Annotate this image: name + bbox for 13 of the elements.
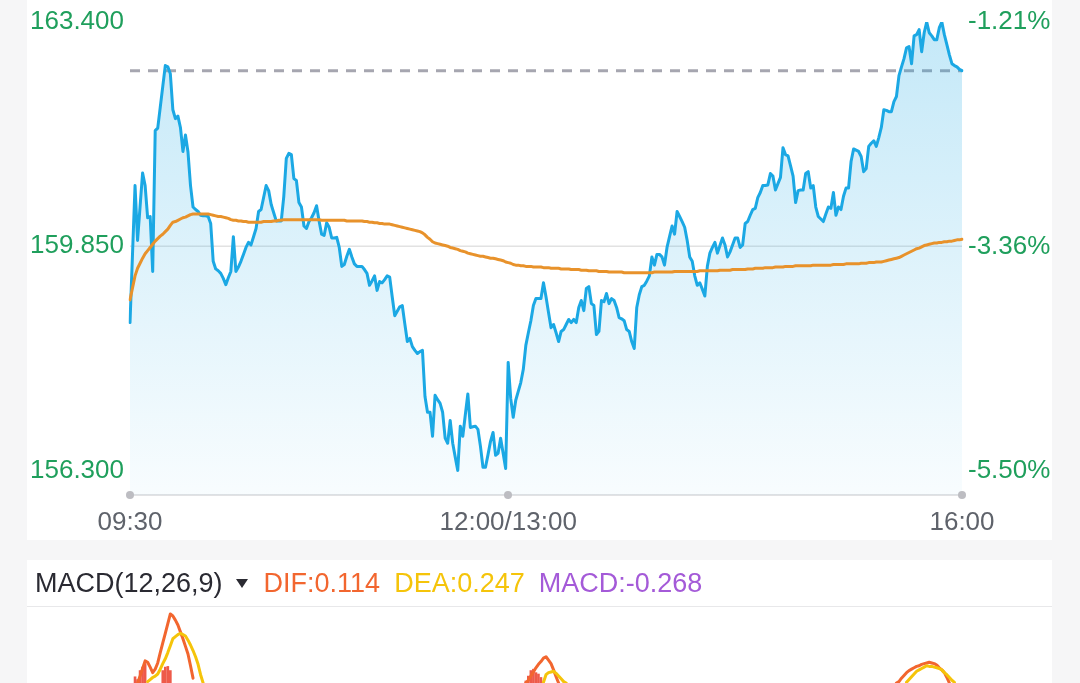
y-tick-label: 159.850 [30, 229, 124, 260]
x-tick-label: 09:30 [97, 505, 163, 536]
x-tick-label: 16:00 [929, 505, 995, 536]
text: DEA:0.247 [394, 567, 525, 598]
y2-tick-label: -5.50% [968, 454, 1051, 485]
text: MACD:-0.268 [538, 567, 703, 598]
y-tick-label: 156.300 [30, 453, 124, 484]
y2-tick-label: -1.21% [968, 5, 1051, 36]
chart-title: MACD(12,26,9) [35, 567, 223, 598]
x-tick-label: 12:00/13:00 [439, 505, 577, 536]
y-tick-label: 163.400 [30, 5, 124, 36]
y2-tick-label: -3.36% [968, 230, 1051, 261]
text: DIF:0.114 [263, 567, 381, 598]
